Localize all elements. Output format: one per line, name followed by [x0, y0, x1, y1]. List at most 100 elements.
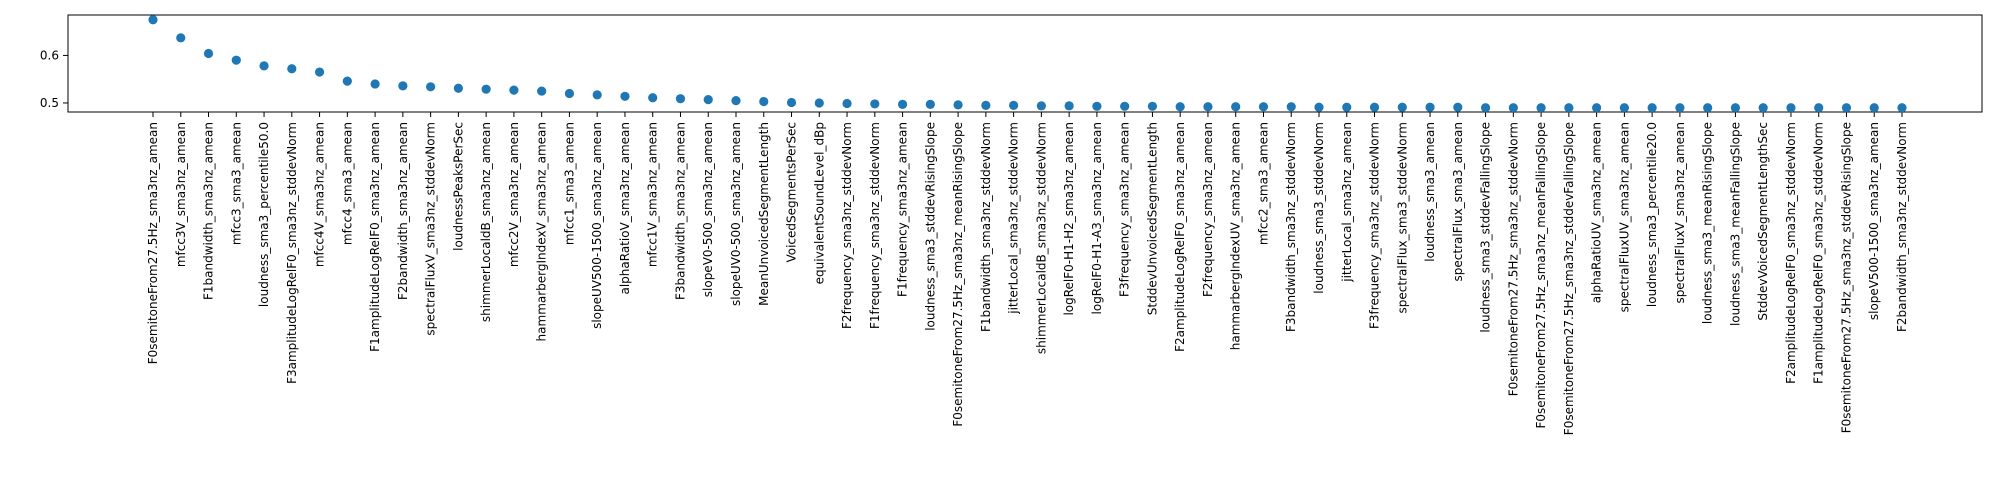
x-tick-label: F1bandwidth_sma3nz_stddevNorm [979, 122, 993, 332]
x-tick-label: mfcc4_sma3_amean [340, 122, 354, 245]
x-tick-label: loudnessPeaksPerSec [451, 122, 465, 251]
x-tick-label: jitterLocal_sma3nz_amean [1340, 122, 1354, 283]
x-tick-label: mfcc1V_sma3nz_amean [646, 122, 660, 267]
y-axis: 0.5 0.6 [40, 48, 68, 110]
x-tick-label: F1frequency_sma3nz_amean [896, 122, 910, 297]
x-tick-label: F1bandwidth_sma3nz_amean [202, 122, 216, 300]
x-tick-label: slopeV500-1500_sma3nz_amean [1867, 122, 1881, 320]
x-tick-label: MeanUnvoicedSegmentLength [757, 122, 771, 306]
x-tick-label: shimmerLocaldB_sma3nz_amean [479, 122, 493, 322]
x-tick-label: F0semitoneFrom27.5Hz_sma3nz_stddevFallin… [1562, 122, 1576, 435]
data-point [176, 33, 186, 43]
data-point [287, 64, 297, 74]
x-tick-label: spectralFlux_sma3_stddevNorm [1395, 122, 1409, 313]
data-point [1786, 103, 1796, 113]
data-point [481, 84, 491, 94]
data-point [231, 55, 241, 65]
data-point [259, 61, 269, 71]
x-tick-label: F0semitoneFrom27.5Hz_sma3nz_stddevNorm [1506, 122, 1520, 396]
x-tick-label: loudness_sma3_percentile50.0 [257, 122, 271, 307]
x-tick-label: mfcc2_sma3_amean [1256, 122, 1270, 245]
x-tick-label: logRelF0-H1-A3_sma3nz_amean [1090, 122, 1104, 314]
data-point [759, 96, 769, 107]
x-tick-label: F2frequency_sma3nz_amean [1201, 122, 1215, 297]
data-point [925, 99, 935, 109]
x-tick-label: spectralFluxUV_sma3nz_amean [1617, 122, 1631, 312]
data-point [1814, 103, 1824, 113]
x-tick-label: F2bandwidth_sma3nz_stddevNorm [1895, 122, 1909, 332]
data-point [1009, 100, 1019, 110]
data-point [1425, 102, 1435, 112]
data-point [1036, 101, 1046, 111]
x-tick-label: F0semitoneFrom27.5Hz_sma3nz_meanRisingSl… [951, 122, 965, 427]
data-point [1564, 103, 1574, 113]
x-tick-label: StddevUnvoicedSegmentLength [1145, 122, 1159, 315]
x-tick-label: loudness_sma3_meanFallingSlope [1728, 122, 1742, 326]
x-tick-label: F0semitoneFrom27.5Hz_sma3nz_meanFallingS… [1534, 122, 1548, 429]
x-tick-label: F2bandwidth_sma3nz_amean [396, 122, 410, 300]
data-point [1453, 102, 1463, 112]
data-point [1758, 103, 1768, 113]
data-point [731, 95, 741, 106]
x-tick-label: F3amplitudeLogRelF0_sma3nz_stddevNorm [285, 122, 299, 384]
x-tick-label: spectralFluxV_sma3nz_amean [1673, 122, 1687, 304]
x-tick-label: F3frequency_sma3nz_amean [1118, 122, 1132, 297]
y-tick-label: 0.5 [40, 96, 59, 110]
data-point [1619, 103, 1629, 113]
data-point [1869, 103, 1879, 113]
data-point [370, 79, 380, 89]
x-tick-label: hammarbergIndexV_sma3nz_amean [535, 122, 549, 341]
x-tick-label: F1amplitudeLogRelF0_sma3nz_stddevNorm [1812, 122, 1826, 384]
data-point [1397, 102, 1407, 112]
data-point [1147, 101, 1158, 111]
x-tick-label: equivalentSoundLevel_dBp [812, 122, 826, 284]
data-point [1064, 101, 1074, 111]
data-point [897, 99, 908, 109]
data-point [981, 100, 991, 110]
data-points [148, 15, 1907, 113]
x-tick-label: alphaRatioUV_sma3nz_amean [1590, 122, 1604, 303]
data-point [953, 100, 963, 110]
x-tick-label: logRelF0-H1-H2_sma3nz_amean [1062, 122, 1076, 316]
x-tick-label: loudness_sma3_percentile20.0 [1645, 122, 1659, 307]
x-tick-label: loudness_sma3_stddevFallingSlope [1479, 122, 1493, 333]
x-tick-label: F3bandwidth_sma3nz_amean [673, 122, 687, 300]
data-point [1369, 102, 1380, 112]
data-point [1647, 103, 1657, 113]
data-point [648, 93, 658, 103]
data-point [592, 90, 602, 100]
data-point [620, 91, 630, 101]
x-tick-label: slopeUV500-1500_sma3nz_amean [590, 122, 604, 329]
data-point [1314, 102, 1324, 112]
x-tick-label: F2amplitudeLogRelF0_sma3nz_stddevNorm [1784, 122, 1798, 384]
data-point [1231, 102, 1241, 112]
x-tick-label: F1frequency_sma3nz_stddevNorm [868, 122, 882, 329]
x-tick-label: StddevVoicedSegmentLengthSec [1756, 122, 1770, 321]
x-tick-label: mfcc3_sma3_amean [229, 122, 243, 245]
x-tick-label: hammarbergIndexUV_sma3nz_amean [1229, 122, 1243, 350]
x-tick-label: F0semitoneFrom27.5Hz_sma3nz_stddevRising… [1839, 122, 1853, 433]
x-tick-label: mfcc4V_sma3nz_amean [313, 122, 327, 267]
x-tick-label: mfcc1_sma3_amean [562, 122, 576, 245]
x-tick-label: loudness_sma3_stddevRisingSlope [923, 122, 937, 331]
data-point [1508, 103, 1518, 113]
y-tick-label: 0.6 [40, 48, 59, 62]
data-point [426, 82, 436, 92]
data-point [537, 86, 547, 96]
data-point [1480, 103, 1491, 113]
data-point [1286, 102, 1296, 112]
x-tick-label: mfcc3V_sma3nz_amean [174, 122, 188, 267]
data-point [453, 83, 463, 93]
data-point [148, 15, 158, 25]
data-point [1120, 101, 1130, 111]
data-point [814, 98, 824, 108]
data-point [1703, 103, 1713, 113]
x-tick-label: F1amplitudeLogRelF0_sma3nz_amean [368, 122, 382, 352]
x-tick-label: F0semitoneFrom27.5Hz_sma3nz_amean [146, 122, 160, 364]
data-point [842, 98, 852, 109]
data-point [342, 76, 352, 86]
x-tick-label: F3frequency_sma3nz_stddevNorm [1368, 122, 1382, 329]
data-point [314, 67, 325, 77]
data-point [1342, 102, 1352, 112]
